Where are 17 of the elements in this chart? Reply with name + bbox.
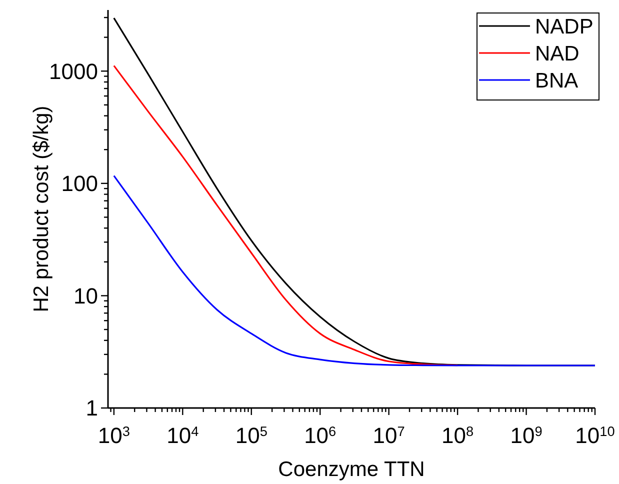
y-axis-title: H2 product cost ($/kg) xyxy=(30,106,53,312)
x-tick-label: 10$^{10}$ xyxy=(575,423,616,448)
legend-label: NADP xyxy=(535,15,594,38)
y-tick-label: 1 xyxy=(86,396,98,421)
x-tick-label: 10$^{6}$ xyxy=(304,423,336,448)
x-tick-label: 10$^{3}$ xyxy=(98,423,130,448)
x-tick-label: 10$^{5}$ xyxy=(235,423,268,448)
y-tick-label: 100 xyxy=(61,171,98,196)
x-axis-title: Coenzyme TTN xyxy=(278,458,425,481)
legend-label: NAD xyxy=(535,42,580,66)
x-tick-label: 10$^{9}$ xyxy=(510,423,542,448)
legend-label: BNA xyxy=(535,69,578,92)
y-tick-label: 10 xyxy=(74,283,98,308)
x-tick-label: 10$^{4}$ xyxy=(166,423,200,448)
x-tick-label: 10$^{7}$ xyxy=(372,423,405,448)
y-tick-label: 1000 xyxy=(49,58,98,84)
x-tick-label: 10$^{8}$ xyxy=(442,423,474,448)
